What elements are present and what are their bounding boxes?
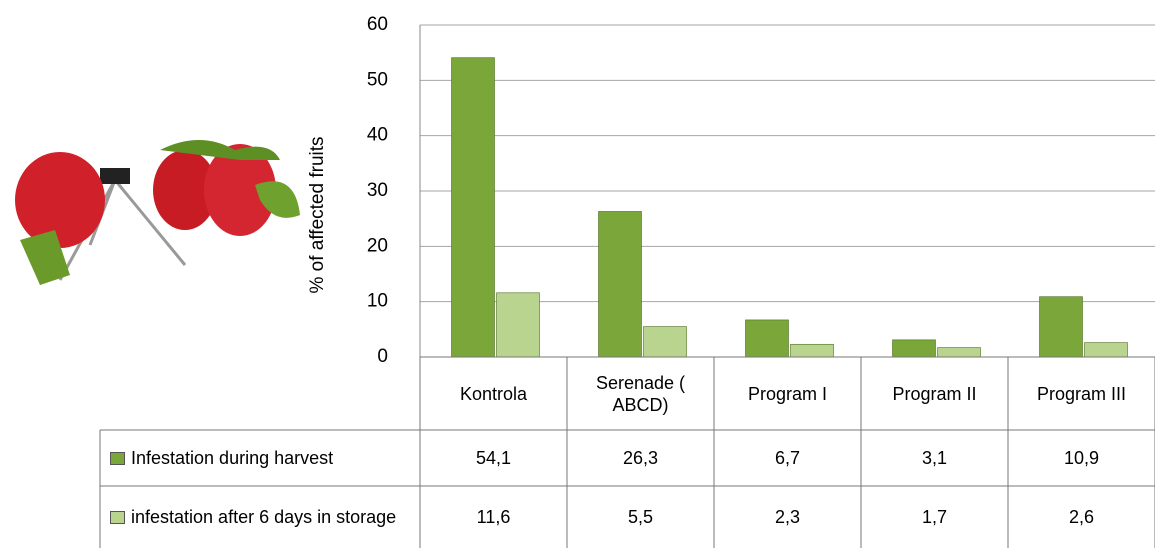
legend-swatch: [110, 511, 125, 524]
legend-swatch: [110, 452, 125, 465]
y-tick-label: 40: [367, 125, 388, 146]
bar: [497, 293, 540, 357]
legend-cell: Infestation during harvest: [100, 430, 420, 486]
value-label: 2,6: [1008, 486, 1155, 548]
bar: [644, 327, 687, 357]
value-label: 2,3: [714, 486, 861, 548]
legend-cell: infestation after 6 days in storage: [100, 486, 420, 548]
y-tick-label: 50: [367, 69, 388, 90]
value-label: 10,9: [1008, 430, 1155, 486]
category-label: Program II: [861, 357, 1008, 430]
y-tick-label: 20: [367, 235, 388, 256]
value-label: 1,7: [861, 486, 1008, 548]
y-tick-label: 10: [367, 291, 388, 312]
bar: [938, 348, 981, 357]
bar: [599, 211, 642, 357]
value-label: 54,1: [420, 430, 567, 486]
bar: [746, 320, 789, 357]
bar: [1085, 343, 1128, 357]
category-label: Program I: [714, 357, 861, 430]
bar: [791, 344, 834, 357]
strawberry-picture: [15, 140, 300, 285]
value-label: 6,7: [714, 430, 861, 486]
y-tick-label: 0: [377, 346, 388, 367]
category-label: Kontrola: [420, 357, 567, 430]
bar: [893, 340, 936, 357]
bar: [452, 58, 495, 357]
page: % of affected fruits 0 10 20 30 40 50 60 Kontr…: [0, 0, 1155, 555]
category-label: Serenade ( ABCD): [567, 357, 714, 430]
value-label: 26,3: [567, 430, 714, 486]
value-label: 5,5: [567, 486, 714, 548]
legend-label: Infestation during harvest: [131, 447, 333, 469]
y-axis-label: % of affected fruits: [307, 136, 328, 293]
y-tick-label: 60: [367, 14, 388, 35]
bar: [1040, 297, 1083, 357]
value-label: 3,1: [861, 430, 1008, 486]
legend-label: infestation after 6 days in storage: [131, 506, 396, 528]
y-tick-label: 30: [367, 180, 388, 201]
category-label: Program III: [1008, 357, 1155, 430]
value-label: 11,6: [420, 486, 567, 548]
